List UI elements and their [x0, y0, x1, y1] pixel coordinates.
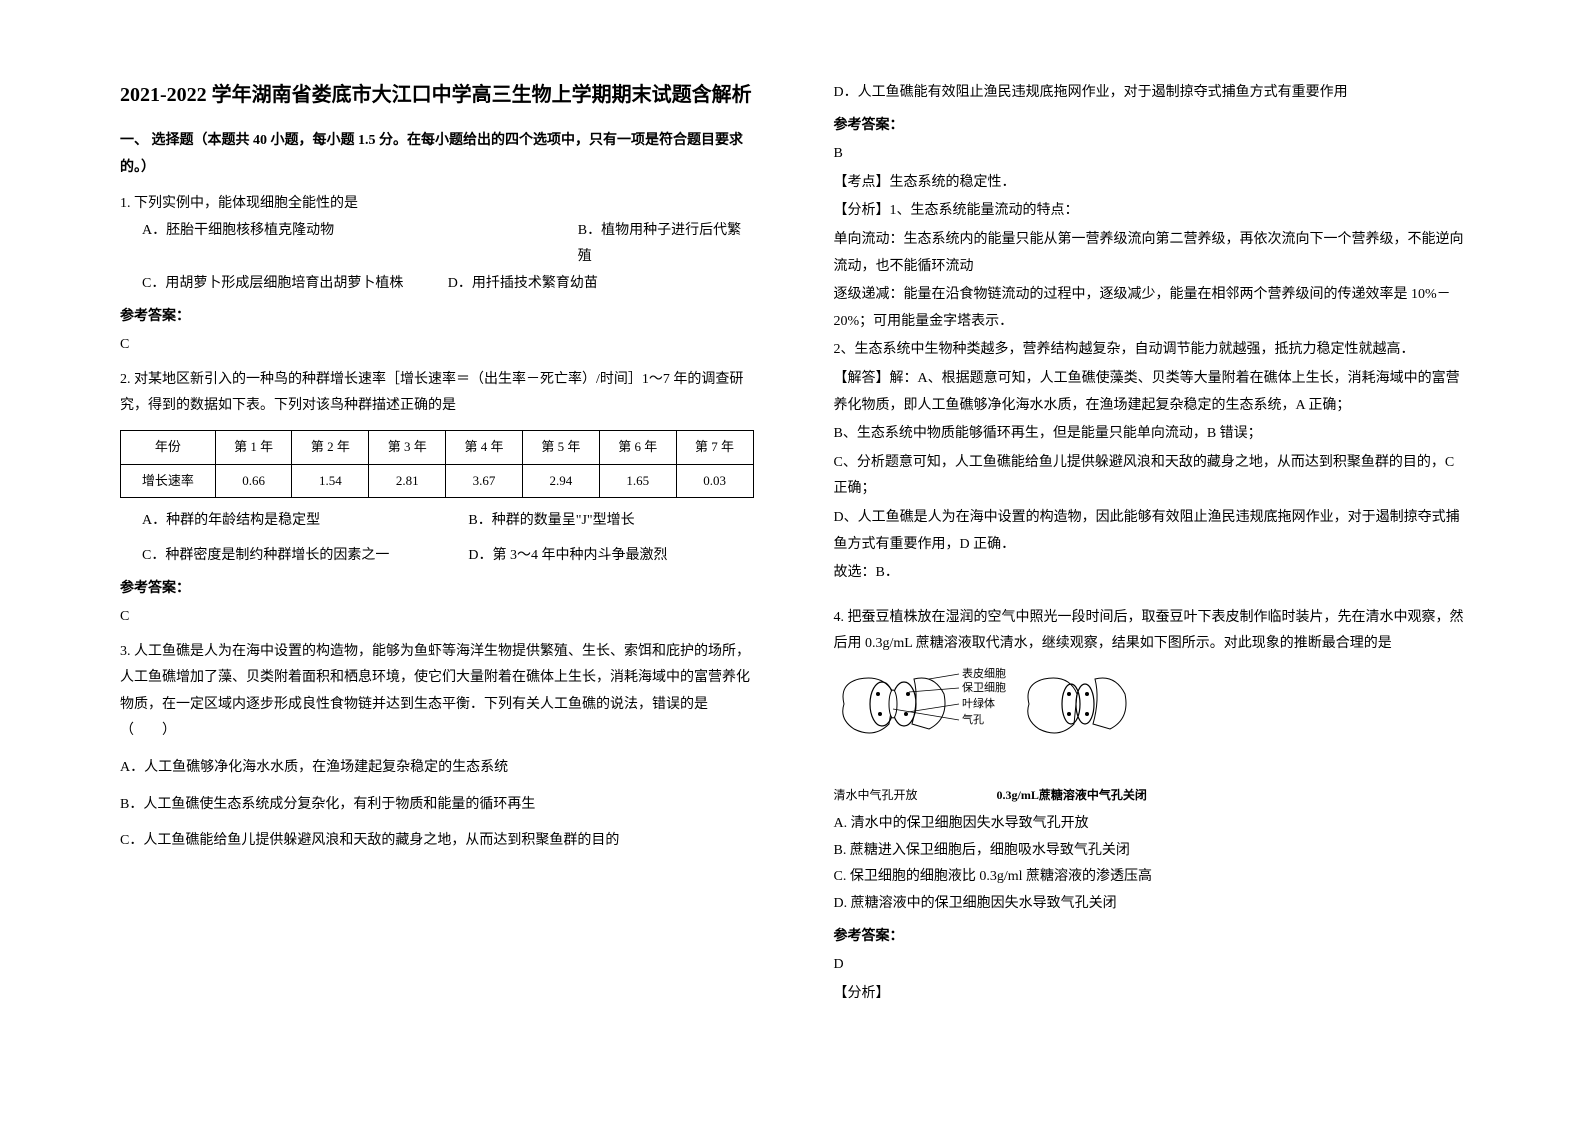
jieda-A-text: 解：A、根据题意可知，人工鱼礁使藻类、贝类等大量附着在礁体上生长，消耗海域中的富… — [834, 371, 1460, 413]
q4-optD: D. 蔗糖溶液中的保卫细胞因失水导致气孔关闭 — [834, 891, 1468, 918]
caption-right: 0.3g/mL蔗糖溶液中气孔关闭 — [997, 784, 1147, 807]
section-header: 一、 选择题（本题共 40 小题，每小题 1.5 分。在每小题给出的四个选项中，… — [120, 128, 754, 181]
q2-stem: 2. 对某地区新引入的一种鸟的种群增长速率［增长速率＝（出生率－死亡率）/时间］… — [120, 367, 754, 420]
q3-optC: C．人工鱼礁能给鱼儿提供躲避风浪和天敌的藏身之地，从而达到积聚鱼群的目的 — [120, 828, 754, 855]
q3-optB: B．人工鱼礁使生态系统成分复杂化，有利于物质和能量的循环再生 — [120, 792, 754, 819]
q2-options-row1: A．种群的年龄结构是稳定型 B．种群的数量呈"J"型增长 — [120, 508, 754, 535]
q2-optC: C．种群密度是制约种群增长的因素之一 — [120, 543, 468, 570]
q4-optA: A. 清水中的保卫细胞因失水导致气孔开放 — [834, 811, 1468, 838]
q3-jieda-C: C、分析题意可知，人工鱼礁能给鱼儿提供躲避风浪和天敌的藏身之地，从而达到积聚鱼群… — [834, 450, 1468, 503]
q2-th-6: 第 6 年 — [599, 430, 676, 464]
q2-val-2: 2.81 — [369, 464, 446, 498]
q2-optD: D．第 3～4 年中种内斗争最激烈 — [468, 543, 667, 570]
right-column: D．人工鱼礁能有效阻止渔民违规底拖网作业，对于遏制掠夺式捕鱼方式有重要作用 参考… — [794, 80, 1488, 1042]
q4-optC: C. 保卫细胞的细胞液比 0.3g/ml 蔗糖溶液的渗透压高 — [834, 864, 1468, 891]
q2-row-label: 增长速率 — [121, 464, 216, 498]
q2-answer: C — [120, 604, 754, 631]
q2-optB: B．种群的数量呈"J"型增长 — [468, 508, 634, 535]
q2-th-7: 第 7 年 — [676, 430, 753, 464]
left-column: 2021-2022 学年湖南省娄底市大江口中学高三生物上学期期末试题含解析 一、… — [100, 80, 794, 1042]
q3-optD: D．人工鱼礁能有效阻止渔民违规底拖网作业，对于遏制掠夺式捕鱼方式有重要作用 — [834, 80, 1468, 107]
kaodian-text: 生态系统的稳定性． — [890, 175, 1016, 190]
q4-answer-label: 参考答案： — [834, 924, 1468, 951]
q3-optA: A．人工鱼礁够净化海水水质，在渔场建起复杂稳定的生态系统 — [120, 755, 754, 782]
q2-th-0: 年份 — [121, 430, 216, 464]
q2-th-5: 第 5 年 — [522, 430, 599, 464]
q2-table-header-row: 年份 第 1 年 第 2 年 第 3 年 第 4 年 第 5 年 第 6 年 第… — [121, 430, 754, 464]
q3-jieda-B: B、生态系统中物质能够循环再生，但是能量只能单向流动，B 错误； — [834, 421, 1468, 448]
q1-optB: B．植物用种子进行后代繁殖 — [448, 218, 754, 271]
q2-val-5: 1.65 — [599, 464, 676, 498]
q3-kaodian: 【考点】生态系统的稳定性． — [834, 170, 1468, 197]
label-epidermis: 表皮细胞 — [962, 666, 1006, 680]
label-chloroplast: 叶绿体 — [962, 696, 995, 710]
q2-table: 年份 第 1 年 第 2 年 第 3 年 第 4 年 第 5 年 第 6 年 第… — [120, 430, 754, 498]
jieda-label: 【解答】 — [834, 371, 890, 386]
q3-fenxi-1a: 单向流动：生态系统内的能量只能从第一营养级流向第二营养级，再依次流向下一个营养级… — [834, 227, 1468, 280]
stomata-closed-icon — [1027, 678, 1125, 733]
q4-optB: B. 蔗糖进入保卫细胞后，细胞吸水导致气孔关闭 — [834, 838, 1468, 865]
label-guard: 保卫细胞 — [962, 680, 1006, 694]
fenxi-label: 【分析】 — [834, 203, 890, 218]
q2-options-row2: C．种群密度是制约种群增长的因素之一 D．第 3～4 年中种内斗争最激烈 — [120, 543, 754, 570]
q3-stem: 3. 人工鱼礁是人为在海中设置的构造物，能够为鱼虾等海洋生物提供繁殖、生长、索饵… — [120, 639, 754, 745]
q1-optD: D．用扦插技术繁育幼苗 — [448, 271, 598, 298]
q3-fenxi-1: 【分析】1、生态系统能量流动的特点： — [834, 198, 1468, 225]
q4-figure-caption: 清水中气孔开放 0.3g/mL蔗糖溶液中气孔关闭 — [834, 784, 1468, 807]
q3-answer: B — [834, 141, 1468, 168]
q3-answer-label: 参考答案： — [834, 113, 1468, 140]
q1-options-row1: A．胚胎干细胞核移植克隆动物 B．植物用种子进行后代繁殖 — [120, 218, 754, 271]
q3-fenxi-1b: 逐级递减：能量在沿食物链流动的过程中，逐级减少，能量在相邻两个营养级间的传递效率… — [834, 282, 1468, 335]
q2-val-1: 1.54 — [292, 464, 369, 498]
q2-val-4: 2.94 — [522, 464, 599, 498]
q3-jieda-A: 【解答】解：A、根据题意可知，人工鱼礁使藻类、贝类等大量附着在礁体上生长，消耗海… — [834, 366, 1468, 419]
q2-th-3: 第 3 年 — [369, 430, 446, 464]
kaodian-label: 【考点】 — [834, 175, 890, 190]
q2-th-1: 第 1 年 — [215, 430, 292, 464]
q2-th-4: 第 4 年 — [446, 430, 523, 464]
q3-jieda-D: D、人工鱼礁是人为在海中设置的构造物，因此能够有效阻止渔民违规底拖网作业，对于遏… — [834, 505, 1468, 558]
q1-optA: A．胚胎干细胞核移植克隆动物 — [142, 218, 448, 271]
q3-options: A．人工鱼礁够净化海水水质，在渔场建起复杂稳定的生态系统 B．人工鱼礁使生态系统… — [120, 755, 754, 855]
q4-fenxi-label: 【分析】 — [834, 981, 1468, 1008]
q4-stem: 4. 把蚕豆植株放在湿润的空气中照光一段时间后，取蚕豆叶下表皮制作临时装片，先在… — [834, 605, 1468, 658]
q3-fenxi-2: 2、生态系统中生物种类越多，营养结构越复杂，自动调节能力就越强，抵抗力稳定性就越… — [834, 337, 1468, 364]
stomata-open-icon — [842, 678, 944, 733]
q2-table-data-row: 增长速率 0.66 1.54 2.81 3.67 2.94 1.65 0.03 — [121, 464, 754, 498]
fenxi-1-text: 1、生态系统能量流动的特点： — [890, 203, 1079, 218]
document-title: 2021-2022 学年湖南省娄底市大江口中学高三生物上学期期末试题含解析 — [120, 80, 754, 110]
q2-th-2: 第 2 年 — [292, 430, 369, 464]
q1-options-row2: C．用胡萝卜形成层细胞培育出胡萝卜植株 D．用扦插技术繁育幼苗 — [120, 271, 754, 298]
q4-figure: 表皮细胞 保卫细胞 叶绿体 气孔 清水中气孔开放 0.3g/mL蔗糖溶液中气孔关… — [834, 664, 1468, 807]
q2-answer-label: 参考答案： — [120, 576, 754, 603]
q3-guxuan: 故选：B． — [834, 560, 1468, 587]
q1-stem: 1. 下列实例中，能体现细胞全能性的是 — [120, 191, 754, 218]
q2-val-3: 3.67 — [446, 464, 523, 498]
q2-optA: A．种群的年龄结构是稳定型 — [120, 508, 468, 535]
q1-answer: C — [120, 332, 754, 359]
stomata-diagram: 表皮细胞 保卫细胞 叶绿体 气孔 — [834, 664, 1134, 774]
q1-answer-label: 参考答案： — [120, 304, 754, 331]
label-stomata: 气孔 — [962, 712, 984, 726]
caption-left: 清水中气孔开放 — [834, 784, 954, 807]
q1-optC: C．用胡萝卜形成层细胞培育出胡萝卜植株 — [142, 271, 448, 298]
q2-val-0: 0.66 — [215, 464, 292, 498]
q2-val-6: 0.03 — [676, 464, 753, 498]
q4-answer: D — [834, 952, 1468, 979]
